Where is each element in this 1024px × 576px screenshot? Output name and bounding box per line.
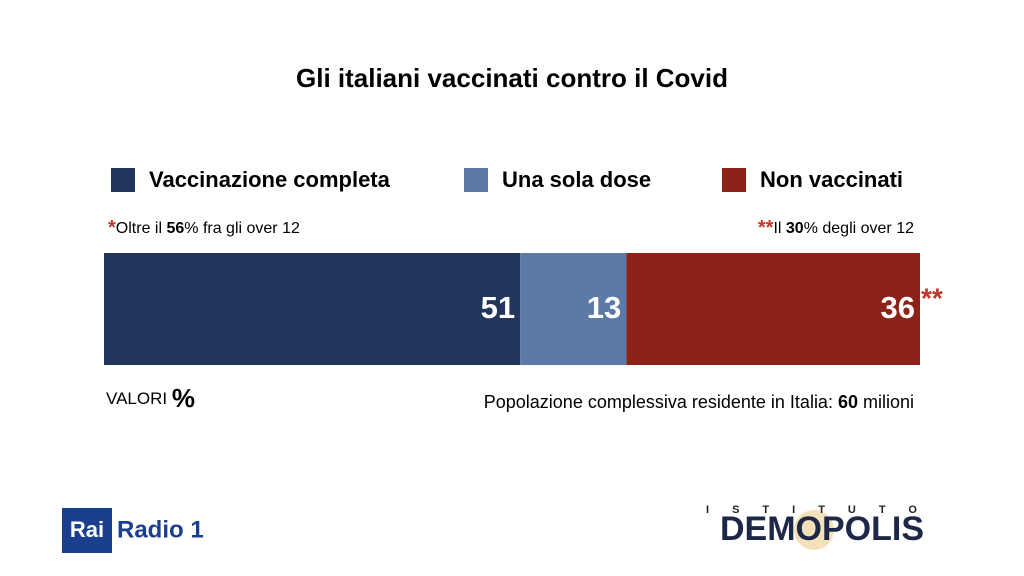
legend-swatch xyxy=(722,168,746,192)
rai-box xyxy=(62,508,112,553)
bar-segment xyxy=(626,253,920,365)
value-marker: ** xyxy=(921,282,943,313)
note-part: Il xyxy=(773,220,785,237)
radio-text: Radio 1 xyxy=(117,516,204,543)
bar-segment xyxy=(104,253,521,365)
legend-label: Non vaccinati xyxy=(760,167,903,192)
note: *Oltre il 56% fra gli over 12 xyxy=(108,217,300,239)
note-part: 56 xyxy=(166,220,184,237)
value-label: 51 xyxy=(481,290,515,325)
legend-label: Vaccinazione completa xyxy=(149,167,391,192)
note: **Il 30% degli over 12 xyxy=(758,217,914,239)
note-part: % degli over 12 xyxy=(804,220,914,237)
legend-label: Una sola dose xyxy=(502,167,651,192)
value-label: 36 xyxy=(881,290,915,325)
chart-title: Gli italiani vaccinati contro il Covid xyxy=(296,63,728,93)
unit-part: % xyxy=(172,383,195,413)
value-label: 13 xyxy=(587,290,621,325)
unit-part: VALORI xyxy=(106,389,172,408)
note-marker: ** xyxy=(758,217,774,239)
logo-glow xyxy=(794,510,834,550)
note-part: Oltre il xyxy=(116,220,167,237)
legend-swatch xyxy=(111,168,135,192)
institute-name: DEMOPOLIS xyxy=(720,510,924,548)
population-note: Popolazione complessiva residente in Ita… xyxy=(484,392,914,412)
institute-top: ISTITUTO xyxy=(706,504,940,516)
note-marker: * xyxy=(108,217,116,239)
population-part: Popolazione complessiva residente in Ita… xyxy=(484,392,838,412)
bar-segment xyxy=(520,253,627,365)
demopolis-logo: ISTITUTO DEMOPOLIS xyxy=(706,504,940,550)
legend-swatch xyxy=(464,168,488,192)
note-part: % fra gli over 12 xyxy=(184,220,300,237)
note-part: 30 xyxy=(786,220,804,237)
rai-text: Rai xyxy=(70,517,104,542)
unit-note: VALORI % xyxy=(106,383,195,413)
rai-logo: Rai Radio 1 xyxy=(62,508,204,553)
population-part: 60 xyxy=(838,392,858,412)
population-part: milioni xyxy=(858,392,914,412)
